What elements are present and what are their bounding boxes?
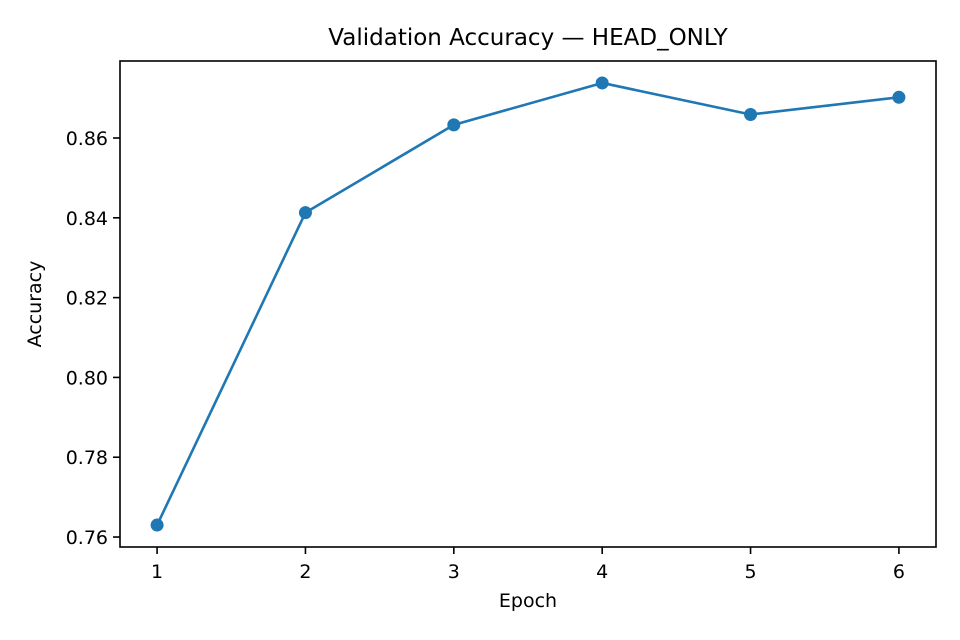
y-tick-label: 0.84 [66,208,108,230]
x-axis-ticks: 1 2 3 4 5 6 [151,547,905,583]
x-axis-label: Epoch [499,590,557,612]
data-point [298,206,312,220]
series-layer [150,76,906,532]
x-tick-label: 3 [448,561,460,583]
data-point [150,518,164,532]
y-tick-label: 0.82 [66,288,108,310]
data-point [892,90,906,104]
plot-frame [119,60,937,548]
x-tick-label: 6 [893,561,905,583]
x-tick-label: 5 [744,561,756,583]
y-tick-label: 0.80 [66,367,108,389]
x-tick-label: 2 [299,561,311,583]
chart-title: Validation Accuracy — HEAD_ONLY [328,25,728,51]
y-axis-ticks: 0.76 0.78 0.80 0.82 0.84 0.86 [66,128,120,549]
y-axis-label: Accuracy [24,261,46,348]
y-tick-label: 0.86 [66,128,108,150]
data-point [744,107,758,121]
series-line [155,81,901,527]
plot-background [120,61,936,547]
data-point [595,76,609,90]
y-tick-label: 0.76 [66,527,108,549]
x-tick-label: 1 [151,561,163,583]
y-tick-label: 0.78 [66,447,108,469]
x-tick-label: 4 [596,561,608,583]
plot-area [120,61,936,547]
data-point [447,118,461,132]
